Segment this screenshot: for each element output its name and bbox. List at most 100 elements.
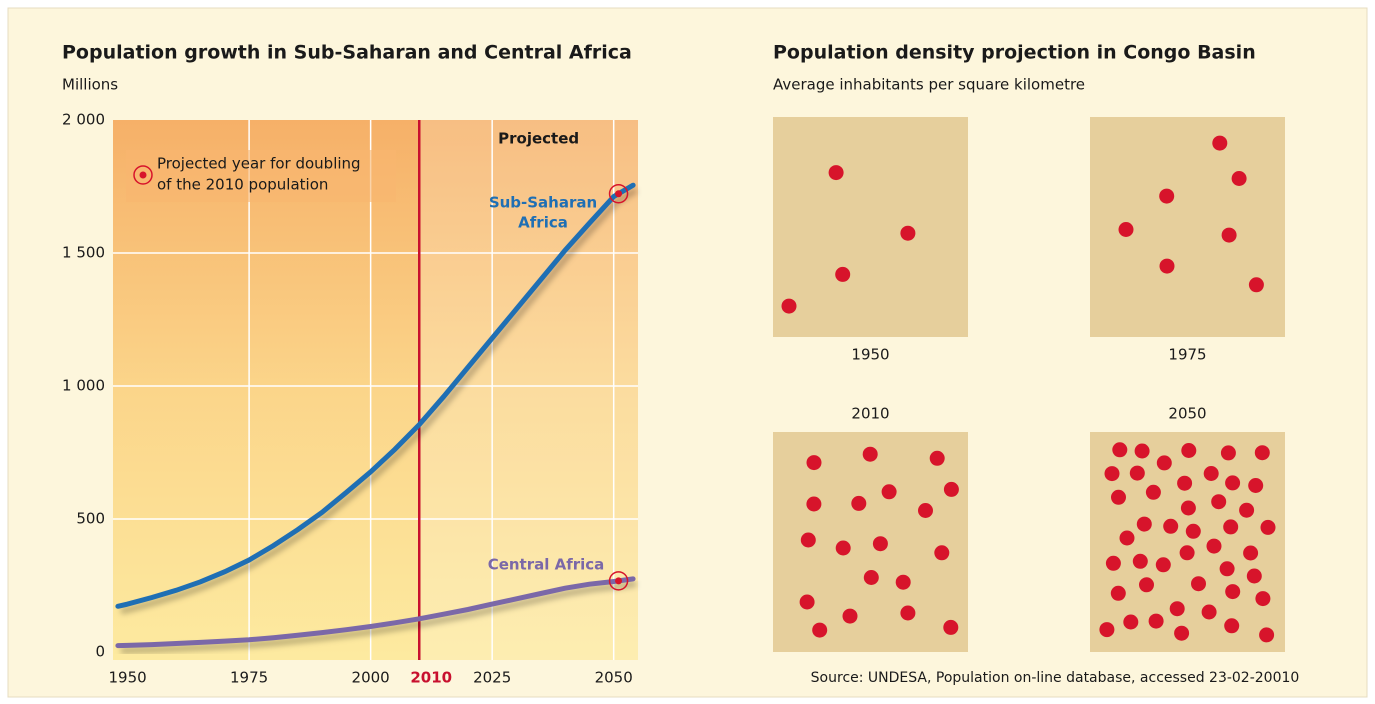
dot [862, 446, 878, 462]
legend-dot [139, 171, 147, 179]
dot [900, 225, 916, 241]
dot [1111, 489, 1126, 505]
dot [900, 605, 916, 621]
dot [1129, 465, 1145, 481]
dot [943, 481, 959, 497]
dot [1260, 519, 1276, 535]
x-tick-label: 2000 [352, 669, 390, 687]
doubling-ring [608, 571, 629, 591]
dot [1246, 568, 1262, 584]
series-label: Sub-Saharan [489, 194, 597, 212]
dot [1132, 553, 1148, 569]
density-square [773, 117, 968, 337]
category-label: 2050 [1168, 405, 1206, 423]
dot [1112, 442, 1128, 458]
dot [1180, 500, 1196, 516]
doubling-marker [608, 571, 629, 591]
legend-box [126, 150, 396, 202]
dot [1177, 475, 1193, 491]
chart-title: Population density projection in Congo B… [773, 42, 1256, 64]
y-tick-label: 500 [76, 510, 105, 528]
dot [1159, 188, 1175, 204]
category-label: 1950 [851, 346, 889, 364]
dot [806, 496, 822, 512]
dot [1105, 555, 1121, 571]
dot [1220, 445, 1236, 461]
dot [1148, 613, 1164, 629]
dot [872, 536, 888, 552]
dot [895, 574, 911, 590]
doubling-dot [615, 190, 623, 198]
dot [1145, 484, 1161, 500]
dot [1191, 576, 1206, 592]
dot [1201, 604, 1217, 620]
series-label: Africa [518, 214, 568, 232]
y-tick-label: 2 000 [62, 111, 105, 129]
dot [1219, 561, 1235, 577]
dot [1104, 466, 1120, 482]
dot [1212, 135, 1228, 151]
doubling-dot [615, 577, 623, 585]
dot [1159, 258, 1175, 274]
dot [1110, 585, 1126, 601]
dot [1139, 577, 1154, 593]
density-square [1090, 432, 1285, 652]
dot [1254, 445, 1270, 461]
dot [1134, 443, 1150, 459]
dot [812, 622, 828, 638]
dot [1119, 530, 1135, 546]
dot [1225, 475, 1241, 491]
dot [1221, 227, 1237, 243]
dot [1181, 443, 1197, 458]
dot [1259, 627, 1275, 643]
dot-group [781, 165, 916, 314]
category-label: 2010 [851, 405, 889, 423]
x-tick-label: 2025 [473, 669, 511, 687]
dot [1239, 502, 1255, 518]
chart-title: Population growth in Sub-Saharan and Cen… [62, 42, 632, 64]
dot [828, 165, 844, 181]
dot [1231, 171, 1247, 186]
dot [1248, 478, 1264, 493]
dot [1163, 518, 1179, 534]
legend-text: Projected year for doubling [157, 155, 361, 173]
dot [799, 594, 815, 610]
dot [835, 540, 851, 556]
dot [1136, 516, 1152, 532]
y-tick-label: 1 000 [62, 377, 105, 395]
dot [934, 545, 950, 561]
dot [943, 619, 959, 635]
dot [835, 266, 851, 282]
x-tick-label: 1950 [108, 669, 146, 687]
dot [1118, 222, 1134, 237]
dot [1179, 545, 1195, 561]
dot [781, 298, 797, 314]
dot [881, 484, 897, 500]
dot-group [1099, 442, 1276, 643]
dot [842, 608, 858, 624]
doubling-ring [608, 184, 629, 204]
dot [1206, 538, 1222, 554]
dot [1203, 466, 1219, 481]
x-tick-label: 2050 [595, 669, 633, 687]
legend-text: of the 2010 population [157, 176, 328, 194]
dot-group [799, 446, 959, 638]
dot-group [1118, 135, 1264, 293]
projection-label: Projected [498, 130, 579, 148]
dot [1255, 591, 1271, 607]
chart-subtitle: Average inhabitants per square kilometre [773, 76, 1085, 94]
dot [1099, 622, 1115, 638]
chart-subtitle: Millions [62, 76, 118, 94]
dot [1224, 618, 1240, 634]
y-tick-label: 1 500 [62, 244, 105, 262]
dot [1225, 584, 1241, 600]
dot [863, 570, 879, 585]
dot [806, 455, 822, 471]
x-tick-label: 1975 [230, 669, 268, 687]
legend-ring [133, 165, 153, 185]
dot [1169, 601, 1185, 617]
dot [1185, 523, 1201, 539]
line-shadow [120, 580, 637, 654]
